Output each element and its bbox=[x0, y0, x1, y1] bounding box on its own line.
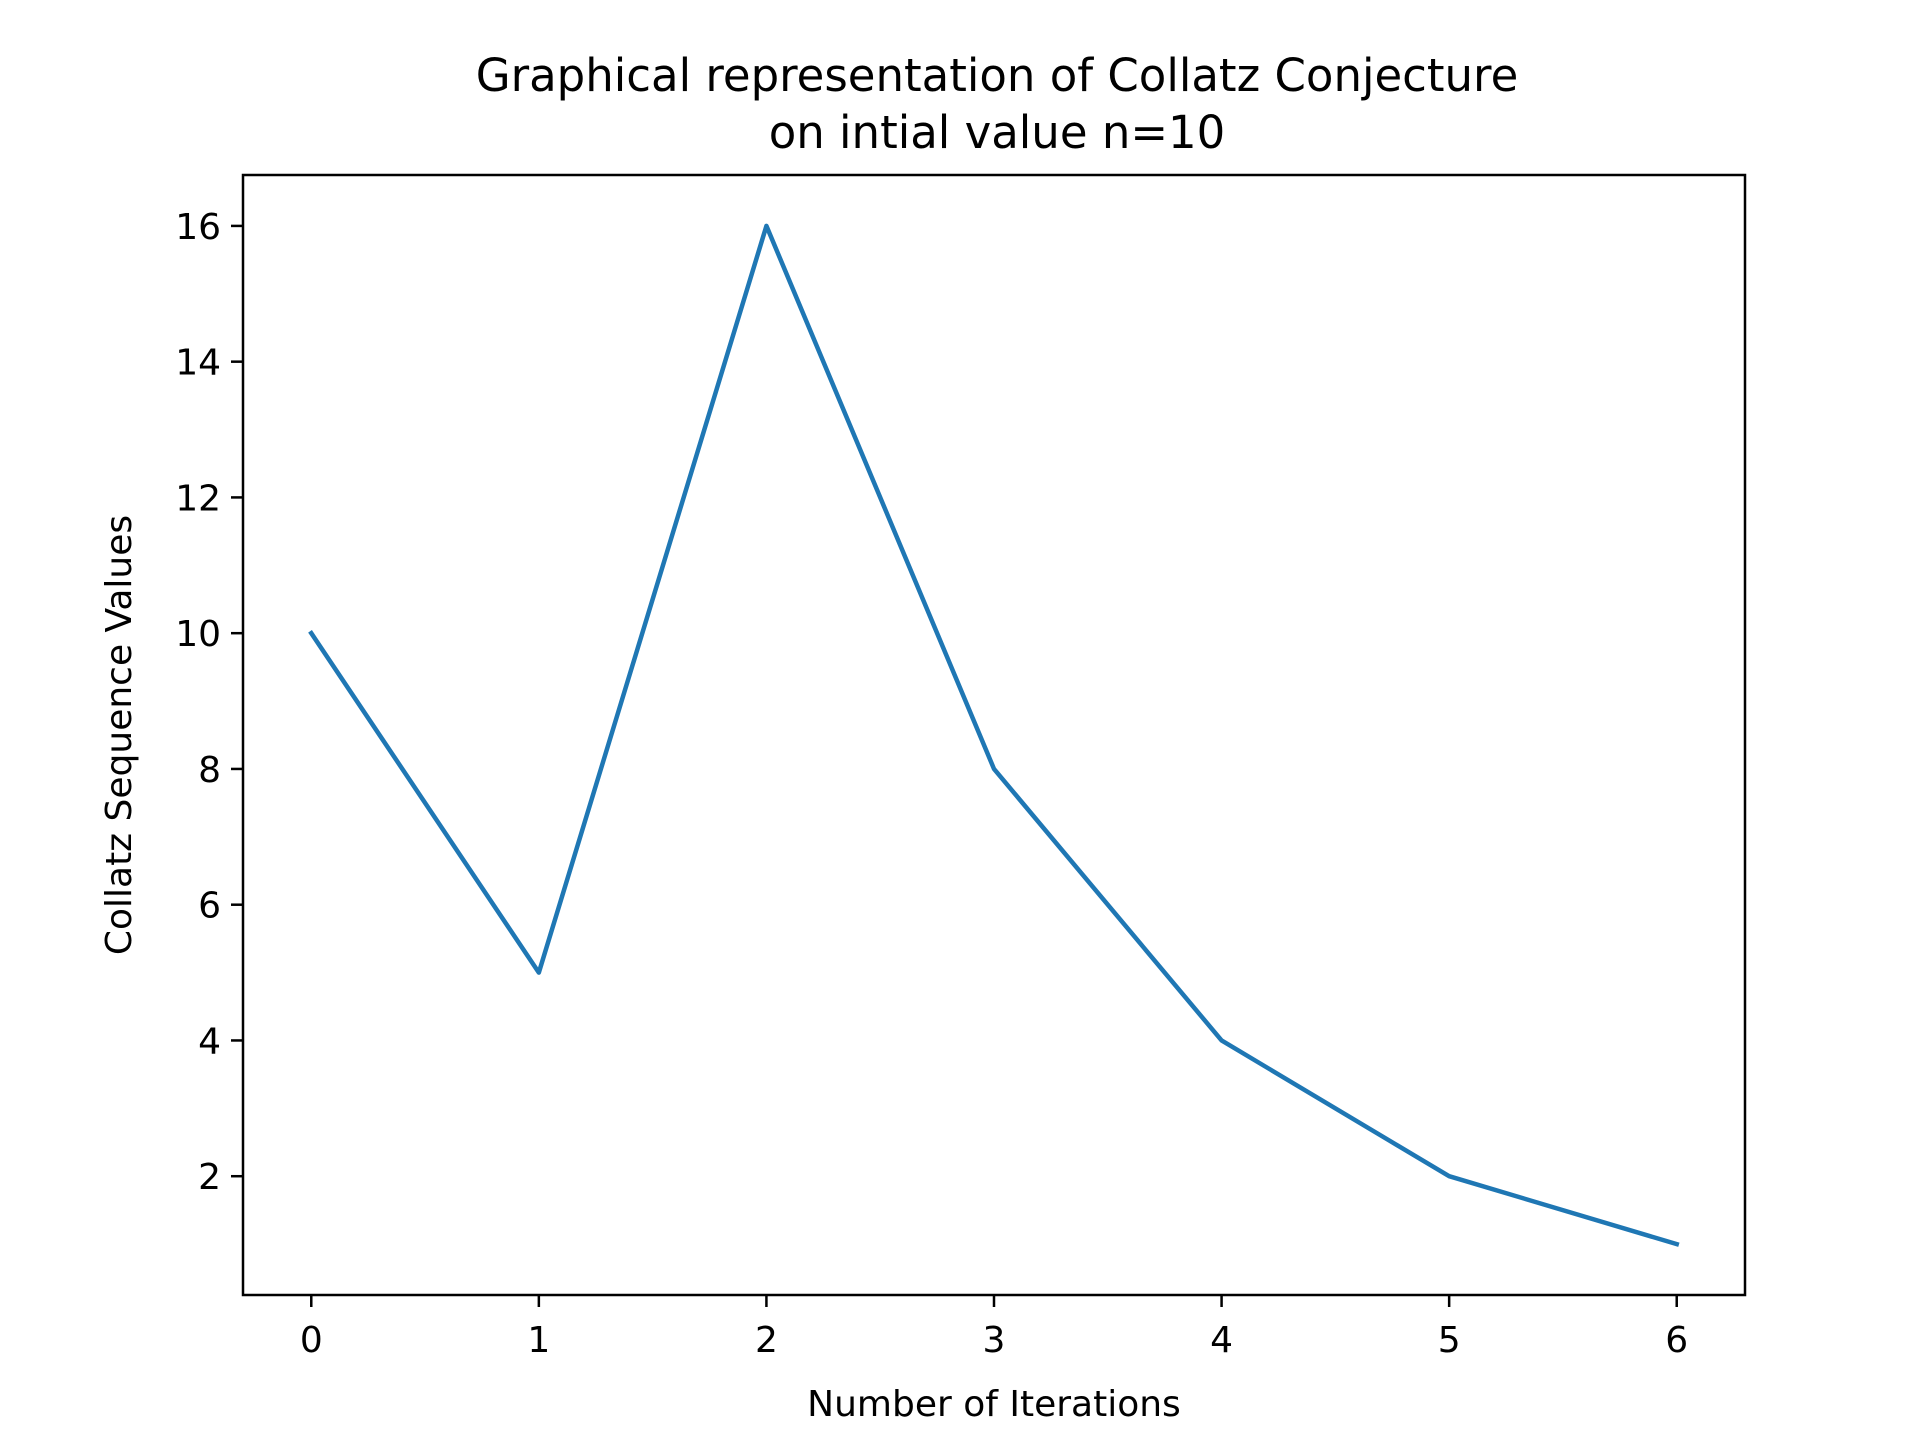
chart-title: Graphical representation of Collatz Conj… bbox=[476, 49, 1519, 102]
x-tick-label: 2 bbox=[755, 1320, 778, 1361]
y-tick-label: 2 bbox=[198, 1157, 221, 1198]
series-layer bbox=[308, 223, 1680, 1247]
y-tick-label: 10 bbox=[175, 614, 221, 655]
y-tick-label: 14 bbox=[175, 343, 221, 384]
y-tick-label: 12 bbox=[175, 478, 221, 519]
x-tick-label: 0 bbox=[300, 1320, 323, 1361]
y-tick-label: 8 bbox=[198, 750, 221, 791]
plot-frame bbox=[241, 173, 1747, 1297]
chart-subtitle: on intial value n=10 bbox=[769, 106, 1226, 159]
x-tick-label: 1 bbox=[527, 1320, 550, 1361]
x-tick-label: 3 bbox=[983, 1320, 1006, 1361]
x-tick-label: 5 bbox=[1438, 1320, 1461, 1361]
x-axis-label: Number of Iterations bbox=[807, 1384, 1181, 1425]
y-tick-label: 4 bbox=[198, 1021, 221, 1062]
y-tick-label: 16 bbox=[175, 207, 221, 248]
series-line bbox=[308, 223, 1680, 1247]
y-axis-label: Collatz Sequence Values bbox=[99, 515, 140, 955]
x-tick-label: 4 bbox=[1210, 1320, 1233, 1361]
y-tick-label: 6 bbox=[198, 886, 221, 927]
x-tick-label: 6 bbox=[1665, 1320, 1688, 1361]
